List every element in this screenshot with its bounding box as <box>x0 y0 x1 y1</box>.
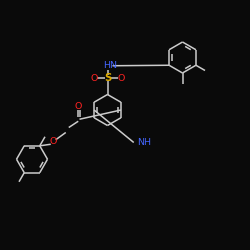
Text: O: O <box>74 102 82 110</box>
Text: NH: NH <box>138 138 151 147</box>
Text: O: O <box>118 74 125 83</box>
Text: O: O <box>90 74 98 83</box>
Text: S: S <box>104 73 111 83</box>
Text: O: O <box>50 137 57 146</box>
Text: HN: HN <box>103 61 117 70</box>
